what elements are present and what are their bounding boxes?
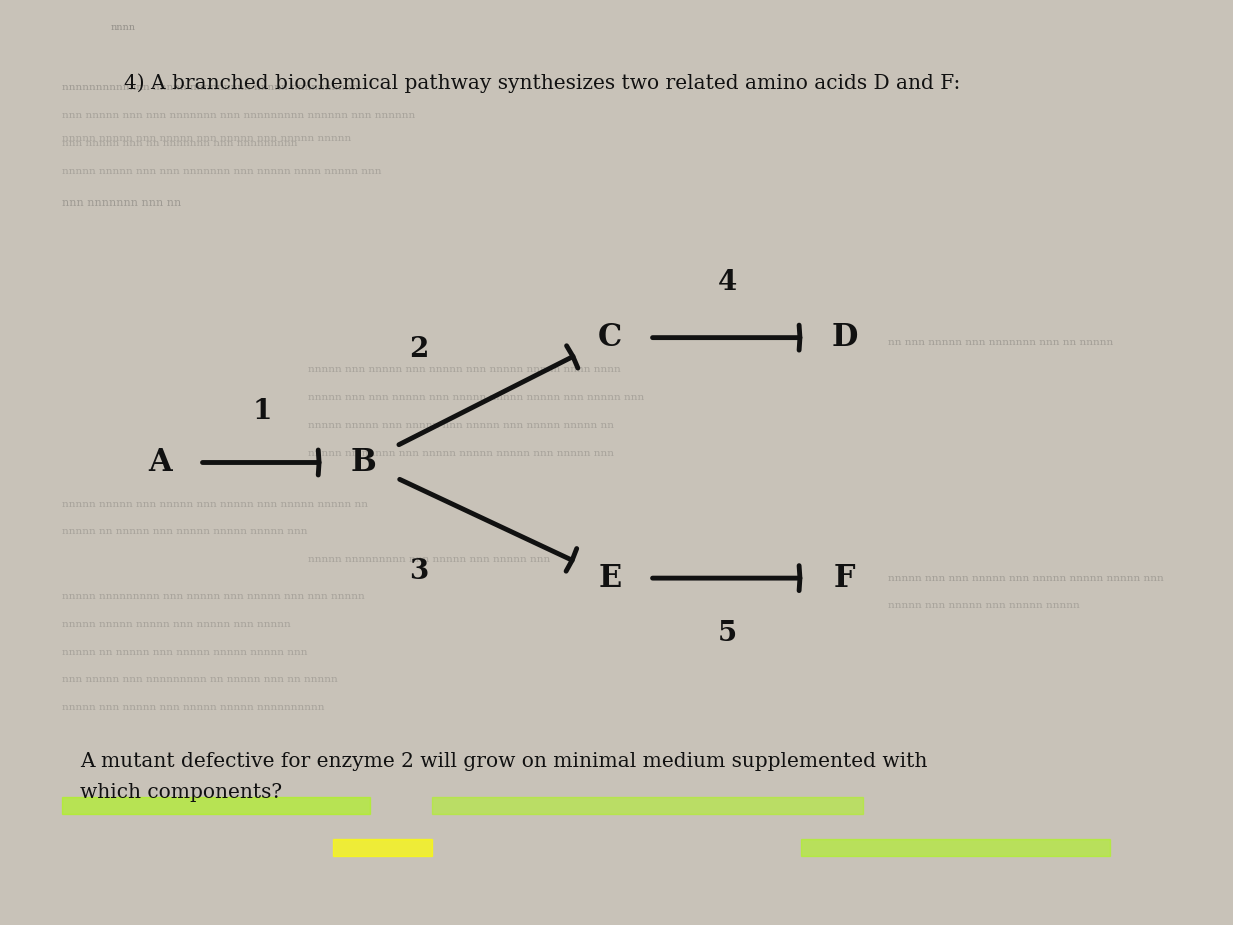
Text: nnnnn nn nnnnn nnn nnnnn nnnnn nnnnn nnn nnnnn nnn: nnnnn nn nnnnn nnn nnnnn nnnnn nnnnn nnn… — [308, 449, 614, 458]
Text: nnnnn nnnnnnnnn nnn nnnnn nnn nnnnn nnn: nnnnn nnnnnnnnn nnn nnnnn nnn nnnnn nnn — [308, 555, 550, 564]
Text: nn nnn nnnnn nnn nnnnnnn nnn nn nnnnn: nn nnn nnnnn nnn nnnnnnn nnn nn nnnnn — [888, 338, 1113, 347]
Text: C: C — [598, 322, 623, 353]
Text: nnnnn nnn nnnnn nnn nnnnn nnnnn nnnnnnnnnn: nnnnn nnn nnnnn nnn nnnnn nnnnn nnnnnnnn… — [62, 703, 324, 712]
Text: 1: 1 — [253, 398, 271, 426]
Text: 3: 3 — [409, 558, 429, 585]
Text: 2: 2 — [409, 336, 429, 363]
Text: B: B — [351, 447, 376, 478]
Text: nnn nnnnnnn nnn nn: nnn nnnnnnn nnn nn — [62, 199, 181, 208]
Text: 4: 4 — [718, 268, 737, 296]
Text: nnn nnnnn nnn nn nnnnnnn nnn nnnnnnnnn: nnn nnnnn nnn nn nnnnnnn nnn nnnnnnnnn — [62, 139, 297, 148]
Text: 5: 5 — [718, 620, 737, 647]
Bar — [432, 797, 863, 814]
Text: nnnnn nnnnnnnnn nnn nnnnn nnn nnnnn nnn nnn nnnnn: nnnnn nnnnnnnnn nnn nnnnn nnn nnnnn nnn … — [62, 592, 365, 601]
Text: nnn nnnnn nnn nnnnnnnnn nn nnnnn nnn nn nnnnn: nnn nnnnn nnn nnnnnnnnn nn nnnnn nnn nn … — [62, 675, 338, 684]
Text: nnn nnnnn nnn nnn nnnnnnn nnn nnnnnnnnn nnnnnn nnn nnnnnn: nnn nnnnn nnn nnn nnnnnnn nnn nnnnnnnnn … — [62, 111, 414, 120]
Text: nnnn: nnnn — [111, 23, 136, 32]
Text: F: F — [834, 562, 856, 594]
Text: nnnnn nnnnn nnn nnnnn nnn nnnnn nnn nnnnn nnnnn nn: nnnnn nnnnn nnn nnnnn nnn nnnnn nnn nnnn… — [308, 421, 614, 430]
Text: nnnnn nn nnnnn nnn nnnnn nnnnn nnnnn nnn: nnnnn nn nnnnn nnn nnnnn nnnnn nnnnn nnn — [62, 527, 307, 536]
Bar — [801, 839, 1110, 856]
Text: 4) A branched biochemical pathway synthesizes two related amino acids D and F:: 4) A branched biochemical pathway synthe… — [125, 73, 961, 93]
Bar — [62, 797, 370, 814]
Text: nnnnn nnnnn nnnnn nnn nnnnn nnn nnnnn: nnnnn nnnnn nnnnn nnn nnnnn nnn nnnnn — [62, 620, 291, 629]
Text: nnnnn nnnnn nnn nnnnn nnn nnnnn nnn nnnnn nnnnn nn: nnnnn nnnnn nnn nnnnn nnn nnnnn nnn nnnn… — [62, 500, 367, 509]
Text: nnnnn nnn nnn nnnnn nnn nnnnn nnnnn nnnnn nnn nnnnn nnn: nnnnn nnn nnn nnnnn nnn nnnnn nnnnn nnnn… — [308, 393, 645, 402]
Text: nnnnn nn nnnnn nnn nnnnn nnnnn nnnnn nnn: nnnnn nn nnnnn nnn nnnnn nnnnn nnnnn nnn — [62, 648, 307, 657]
Text: E: E — [599, 562, 621, 594]
Text: nnnnnnnnnnnnn nnnnn nnnnnnnnn nnnnn nnnnnnnnnn: nnnnnnnnnnnnn nnnnn nnnnnnnnn nnnnn nnnn… — [62, 83, 358, 93]
Text: A mutant defective for enzyme 2 will grow on minimal medium supplemented with
wh: A mutant defective for enzyme 2 will gro… — [80, 752, 927, 802]
Text: nnnnn nnnnn nnn nnn nnnnnnn nnn nnnnn nnnn nnnnn nnn: nnnnn nnnnn nnn nnn nnnnnnn nnn nnnnn nn… — [62, 166, 381, 176]
Text: D: D — [831, 322, 858, 353]
Text: nnnnn nnn nnn nnnnn nnn nnnnn nnnnn nnnnn nnn: nnnnn nnn nnn nnnnn nnn nnnnn nnnnn nnnn… — [888, 574, 1164, 583]
Text: nnnnn nnn nnnnn nnn nnnnn nnn nnnnn nnnnn nnnn nnnn: nnnnn nnn nnnnn nnn nnnnn nnn nnnnn nnnn… — [308, 365, 621, 375]
Text: nnnnn nnn nnnnn nnn nnnnn nnnnn: nnnnn nnn nnnnn nnn nnnnn nnnnn — [888, 601, 1080, 610]
Text: A: A — [148, 447, 173, 478]
Bar — [333, 839, 432, 856]
Text: nnnnn nnnnn nnn nnnnn nnn nnnnn nnn nnnnn nnnnn: nnnnn nnnnn nnn nnnnn nnn nnnnn nnn nnnn… — [62, 134, 351, 143]
